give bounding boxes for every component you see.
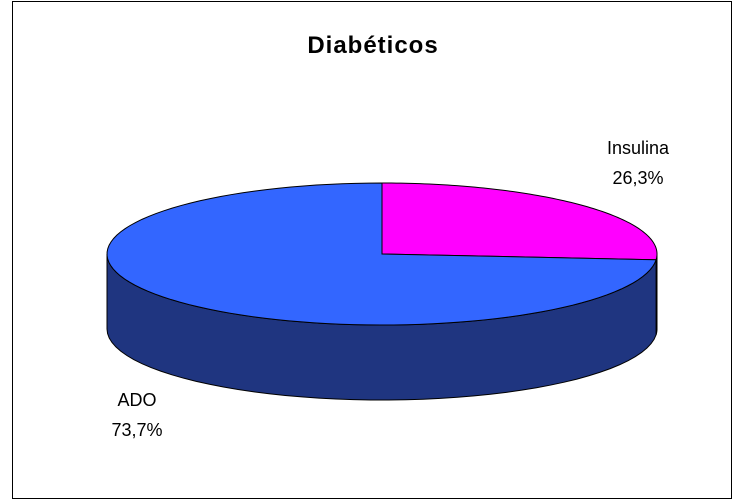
slice-label-ado: ADO (117, 390, 156, 410)
slice-value-ado: 73,7% (111, 420, 162, 440)
chart-frame: Diabéticos Insulina 26,3% ADO 73,7% (12, 1, 732, 499)
pie-slice-insulina (381, 182, 658, 261)
pie-chart: Insulina 26,3% ADO 73,7% (106, 138, 670, 440)
slice-label-insulina: Insulina (607, 138, 670, 158)
chart-title: Diabéticos (307, 32, 439, 59)
slice-value-insulina: 26,3% (612, 168, 663, 188)
pie-slice-ado (106, 182, 657, 326)
